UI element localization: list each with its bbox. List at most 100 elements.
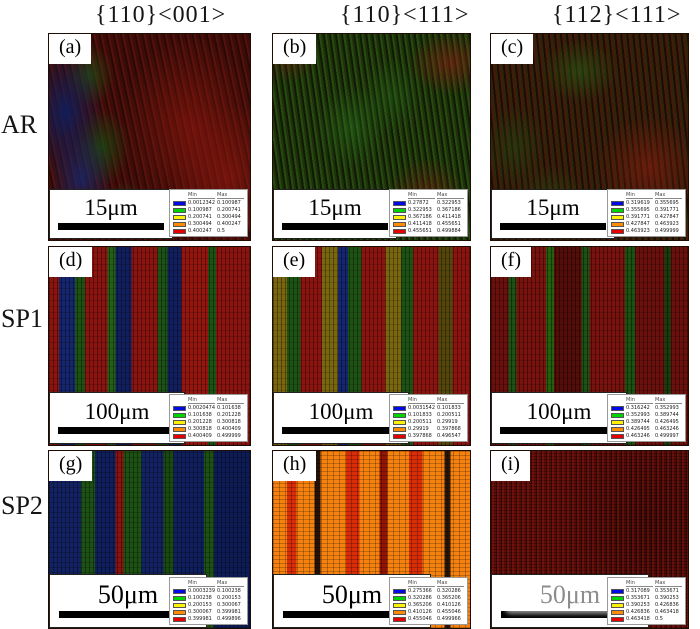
scale-bar-line <box>58 611 198 619</box>
scale-bar-line <box>282 222 388 230</box>
legend-color-swatch <box>393 214 406 220</box>
legend-row-yellow: 0.367186 0.411418 <box>393 214 464 220</box>
legend-min-value: 0.352993 <box>626 412 650 418</box>
legend-max-header: Max <box>217 397 244 404</box>
legend-max-value: 0.496547 <box>437 433 461 439</box>
row-label-ar: AR <box>1 110 38 139</box>
legend-color-swatch <box>173 412 186 418</box>
legend-header: Min Max <box>173 580 244 587</box>
legend-min-value: 0.27872 <box>408 200 429 206</box>
legend-row-green: 0.100987 0.200741 <box>173 207 244 213</box>
legend-min-header: Min <box>408 397 435 404</box>
legend-max-value: 0.391771 <box>655 207 679 213</box>
legend-min-value: 0.400409 <box>188 433 212 439</box>
legend-min-value: 0.201228 <box>188 419 212 425</box>
legend-color-swatch <box>173 207 186 213</box>
column-header-110-001: {110}<001> <box>95 2 227 28</box>
legend-min-value: 0.390253 <box>626 602 650 608</box>
legend-row-yellow: 0.201228 0.300818 <box>173 419 244 425</box>
legend-min-value: 0.355695 <box>626 207 650 213</box>
legend-min-value: 0.391771 <box>626 214 650 220</box>
legend-row-green: 0.352993 0.389744 <box>611 412 682 418</box>
legend-color-swatch <box>611 405 624 411</box>
legend-max-header: Max <box>437 192 464 199</box>
panel-g: (g) 50μm Min Max 0.000323985 0.100238 0.… <box>48 450 251 629</box>
legend-row-red: 0.455651 0.499884 <box>393 228 464 234</box>
legend-min-value: 0.300494 <box>188 221 212 227</box>
legend-min-header: Min <box>188 580 215 587</box>
panel-letter-label: (i) <box>491 451 530 481</box>
legend-min-value: 0.427847 <box>626 221 650 227</box>
legend-min-value: 0.365206 <box>408 602 432 608</box>
legend-max-value: 0.426495 <box>655 419 679 425</box>
legend-max-value: 0.427847 <box>655 214 679 220</box>
legend-min-value: 0.00204745 <box>188 405 215 411</box>
row-label-sp1: SP1 <box>1 304 43 333</box>
legend-max-value: 0.399981 <box>217 609 241 615</box>
legend-min-value: 0.410126 <box>408 609 432 615</box>
scale-label: 50μm <box>321 579 383 609</box>
legend: Min Max 0.00204745 0.101638 0.101638 0.2… <box>169 394 248 442</box>
legend-header: Min Max <box>611 192 682 199</box>
legend-header: Min Max <box>611 397 682 404</box>
legend-row-green: 0.100238 0.200153 <box>173 595 244 601</box>
legend-max-value: 0.463418 <box>655 609 679 615</box>
legend-max-value: 0.390253 <box>655 595 679 601</box>
scale-bar: 100μm <box>491 392 627 444</box>
legend-header: Min Max <box>611 580 682 587</box>
legend-color-swatch <box>393 419 406 425</box>
legend-header: Min Max <box>173 192 244 199</box>
legend-min-header: Min <box>188 397 215 404</box>
legend-min-value: 0.100238 <box>188 595 212 601</box>
legend-min-value: 0.353671 <box>626 595 650 601</box>
legend-max-value: 0.100987 <box>217 200 241 206</box>
legend-min-header: Min <box>408 580 435 587</box>
legend-color-swatch <box>173 405 186 411</box>
scale-bar-line <box>500 222 606 230</box>
legend-rows: 0.275366 0.320286 0.320286 0.365206 0.36… <box>393 588 464 622</box>
legend-color-swatch <box>393 616 406 622</box>
legend-color-swatch <box>611 602 624 608</box>
panel-h: (h) 50μm Min Max 0.275366 0.320286 0.320… <box>272 450 471 629</box>
legend-color-swatch <box>611 200 624 206</box>
legend-color-swatch <box>393 207 406 213</box>
legend-max-header: Max <box>217 192 244 199</box>
legend-min-value: 0.426836 <box>626 609 650 615</box>
legend-rows: 0.319619 0.355695 0.355695 0.391771 0.39… <box>611 200 682 234</box>
legend-header: Min Max <box>393 397 464 404</box>
legend-row-red: 0.463246 0.499997 <box>611 433 682 439</box>
legend-min-header: Min <box>408 192 435 199</box>
legend-max-value: 0.100238 <box>217 588 241 594</box>
legend-header: Min Max <box>173 397 244 404</box>
legend-color-swatch <box>173 426 186 432</box>
legend-min-value: 0.320286 <box>408 595 432 601</box>
legend-max-value: 0.400247 <box>217 221 241 227</box>
scale-bar-line <box>58 222 164 230</box>
column-header-112-111: {112}<111> <box>552 2 682 28</box>
legend-max-value: 0.300818 <box>217 419 241 425</box>
legend-min-value: 0.29919 <box>408 426 429 432</box>
legend-color-swatch <box>393 433 406 439</box>
legend-min-value: 0.426495 <box>626 426 650 432</box>
legend-row-green: 0.322953 0.367186 <box>393 207 464 213</box>
legend-row-green: 0.101833 0.200511 <box>393 412 464 418</box>
legend-row-orange: 0.411418 0.455651 <box>393 221 464 227</box>
scale-label: 100μm <box>308 399 374 425</box>
legend-max-value: 0.200153 <box>217 595 241 601</box>
legend-max-value: 0.367186 <box>437 207 461 213</box>
scale-bar: 15μm <box>491 189 615 239</box>
legend-min-value: 0.399981 <box>188 616 212 622</box>
legend-max-header: Max <box>655 192 682 199</box>
legend-max-value: 0.300494 <box>217 214 241 220</box>
panel-d: (d) 100μm Min Max 0.00204745 0.101638 0.… <box>48 246 251 446</box>
legend-row-orange: 0.29919 0.397868 <box>393 426 464 432</box>
legend-row-red: 0.399981 0.499896 <box>173 616 244 622</box>
legend-color-swatch <box>173 214 186 220</box>
legend-min-value: 0.411418 <box>408 221 432 227</box>
legend-color-swatch <box>393 228 406 234</box>
legend-max-value: 0.400409 <box>217 426 241 432</box>
legend-min-value: 0.200153 <box>188 602 212 608</box>
panel-letter-label: (e) <box>273 247 316 277</box>
legend: Min Max 0.316242 0.352993 0.352993 0.389… <box>607 394 686 442</box>
scale-label: 50μm <box>97 579 159 609</box>
